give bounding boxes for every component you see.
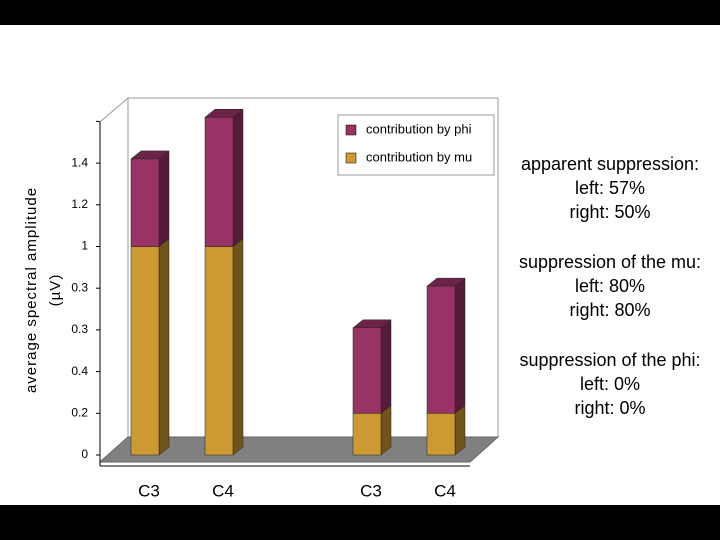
x-tick-label: C3 (360, 481, 382, 500)
bar (426, 285, 456, 414)
annotation: suppression of the phi: (519, 350, 700, 370)
y-tick-label: 0.3 (71, 280, 88, 294)
annotation: right: 80% (569, 300, 650, 320)
bar (426, 413, 456, 456)
bar-side (158, 237, 170, 456)
bottom-bar (0, 505, 720, 540)
bar-side (232, 237, 244, 456)
y-tick-label: 1.2 (71, 197, 88, 211)
annotation: suppression of the mu: (519, 252, 701, 272)
bar-side (454, 277, 466, 414)
y-tick-label: 0.4 (71, 364, 88, 378)
floor (98, 436, 500, 463)
x-tick-label: C4 (212, 481, 234, 500)
annotation: right: 0% (574, 398, 645, 418)
y-tick-label: 1 (81, 239, 88, 253)
legend-label: contribution by phi (366, 121, 472, 136)
y-tick-label: 0 (81, 447, 88, 461)
bar (130, 246, 160, 456)
top-bar (0, 0, 720, 25)
annotation: left: 80% (575, 276, 645, 296)
annotation: left: 57% (575, 178, 645, 198)
bar (352, 327, 382, 414)
y-tick-label: 0.3 (71, 322, 88, 336)
bar-side (380, 404, 392, 456)
bar (130, 158, 160, 247)
x-tick-label: C4 (434, 481, 456, 500)
side-wall (99, 96, 129, 464)
bar-side (454, 404, 466, 456)
annotation: left: 0% (580, 374, 640, 394)
annotation: right: 50% (569, 202, 650, 222)
legend-swatch (345, 124, 357, 136)
y-tick-label: 1.4 (71, 155, 88, 169)
legend-swatch (345, 152, 357, 164)
legend-box (337, 114, 495, 176)
annotation: apparent suppression: (521, 154, 699, 174)
bar (352, 413, 382, 456)
bar-side (232, 108, 244, 248)
bar (204, 246, 234, 456)
legend-label: contribution by mu (366, 149, 472, 164)
y-axis-label: (µV) (47, 274, 64, 307)
y-axis-label: average spectral amplitude (23, 187, 40, 393)
bar-side (380, 319, 392, 414)
x-tick-label: C3 (138, 481, 160, 500)
bar-side (158, 150, 170, 248)
bar (204, 116, 234, 247)
y-tick-label: 0.2 (71, 405, 88, 419)
